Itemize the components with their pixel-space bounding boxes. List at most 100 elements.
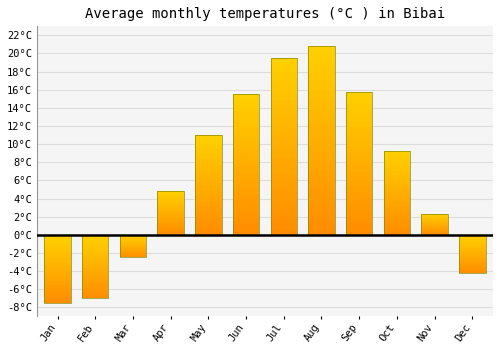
Bar [346, 161, 372, 164]
Bar [270, 150, 297, 154]
Bar [82, 246, 108, 247]
Bar [384, 155, 410, 156]
Bar [422, 229, 448, 230]
Bar [44, 273, 70, 274]
Bar [44, 241, 70, 243]
Bar [158, 199, 184, 200]
Bar [82, 275, 108, 277]
Bar [384, 216, 410, 218]
Bar [384, 152, 410, 235]
Bar [44, 236, 70, 238]
Bar [459, 247, 485, 248]
Bar [195, 137, 222, 139]
Bar [44, 300, 70, 301]
Bar [82, 249, 108, 250]
Bar [384, 215, 410, 216]
Bar [384, 161, 410, 163]
Bar [308, 178, 334, 182]
Bar [120, 250, 146, 251]
Bar [120, 249, 146, 250]
Bar [346, 127, 372, 130]
Bar [158, 217, 184, 218]
Bar [233, 193, 260, 195]
Bar [270, 76, 297, 79]
Bar [308, 88, 334, 91]
Bar [308, 227, 334, 231]
Bar [384, 165, 410, 166]
Bar [233, 167, 260, 170]
Bar [422, 216, 448, 217]
Bar [195, 219, 222, 221]
Bar [233, 145, 260, 148]
Bar [308, 144, 334, 148]
Bar [233, 120, 260, 122]
Bar [270, 58, 297, 235]
Bar [44, 248, 70, 250]
Bar [233, 232, 260, 235]
Bar [44, 275, 70, 277]
Bar [44, 247, 70, 248]
Bar [82, 277, 108, 278]
Bar [233, 229, 260, 232]
Bar [308, 84, 334, 88]
Bar [44, 269, 70, 270]
Bar [384, 191, 410, 193]
Bar [82, 293, 108, 294]
Bar [384, 173, 410, 175]
Bar [120, 248, 146, 249]
Bar [158, 213, 184, 214]
Bar [233, 178, 260, 181]
Bar [82, 237, 108, 239]
Bar [195, 185, 222, 187]
Bar [120, 253, 146, 254]
Bar [82, 283, 108, 284]
Bar [346, 206, 372, 209]
Bar [233, 204, 260, 207]
Bar [82, 292, 108, 293]
Bar [270, 228, 297, 231]
Bar [120, 256, 146, 257]
Bar [459, 241, 485, 243]
Bar [346, 118, 372, 121]
Bar [233, 184, 260, 187]
Bar [82, 289, 108, 290]
Bar [459, 251, 485, 252]
Bar [44, 244, 70, 246]
Bar [158, 223, 184, 224]
Bar [82, 268, 108, 269]
Bar [233, 170, 260, 173]
Bar [346, 192, 372, 195]
Bar [308, 201, 334, 205]
Bar [82, 272, 108, 273]
Bar [384, 218, 410, 220]
Bar [459, 259, 485, 260]
Bar [384, 225, 410, 226]
Bar [233, 198, 260, 201]
Bar [158, 206, 184, 207]
Bar [384, 223, 410, 225]
Bar [44, 293, 70, 295]
Bar [233, 114, 260, 117]
Bar [195, 151, 222, 153]
Bar [44, 238, 70, 239]
Bar [195, 217, 222, 219]
Bar [195, 155, 222, 157]
Bar [270, 199, 297, 203]
Bar [346, 107, 372, 110]
Bar [44, 289, 70, 290]
Bar [384, 226, 410, 228]
Bar [308, 118, 334, 122]
Bar [195, 215, 222, 217]
Bar [120, 245, 146, 246]
Bar [233, 148, 260, 150]
Bar [384, 185, 410, 187]
Bar [308, 224, 334, 227]
Bar [270, 83, 297, 86]
Bar [346, 169, 372, 172]
Bar [44, 270, 70, 272]
Bar [459, 263, 485, 264]
Bar [270, 129, 297, 132]
Bar [44, 288, 70, 289]
Bar [270, 146, 297, 150]
Bar [158, 204, 184, 205]
